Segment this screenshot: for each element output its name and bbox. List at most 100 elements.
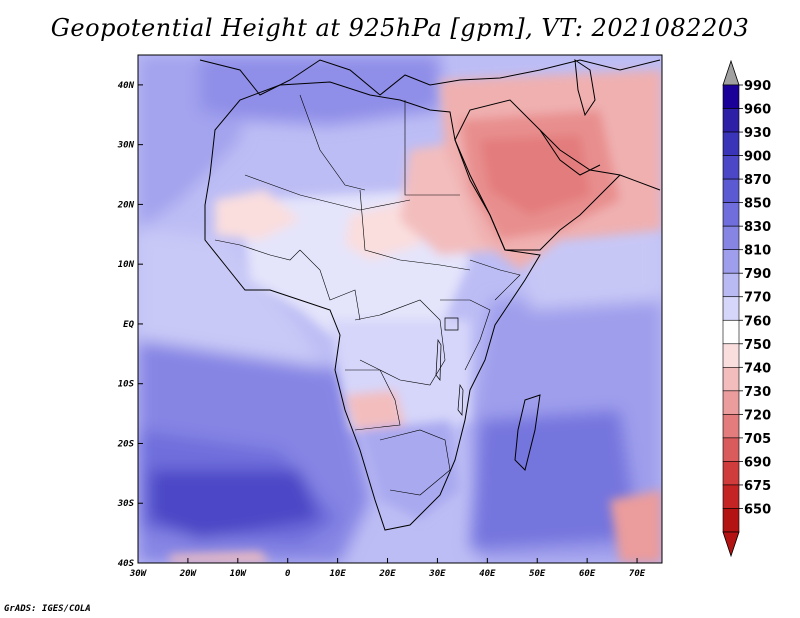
y-tick-label-1: 30N — [117, 141, 135, 151]
colorbar-swatch-16 — [722, 461, 740, 486]
colorbar-label-9: 770 — [744, 291, 771, 306]
colorbar-label-0: 990 — [744, 79, 771, 94]
indian-ocean-core — [470, 410, 640, 550]
tropical-atlantic-band — [138, 230, 330, 380]
mediterranean-ridge-band — [200, 55, 440, 125]
y-tick-label-6: 20S — [117, 439, 135, 449]
colorbar-label-7: 810 — [744, 244, 771, 259]
x-tick-label-4: 10E — [329, 569, 346, 579]
border-nigeria-cameroon — [299, 249, 361, 321]
x-tick-label-1: 20W — [179, 569, 198, 579]
colorbar-swatch-13 — [722, 390, 740, 415]
colorbar-label-8: 790 — [744, 267, 771, 282]
colorbar-over-triangle — [722, 59, 740, 86]
lake-tanganyika — [435, 338, 442, 381]
border-chad-sudan — [359, 189, 471, 271]
colorbar-swatch-0 — [722, 84, 740, 109]
colorbar-swatch-4 — [722, 178, 740, 203]
caspian-outline — [574, 58, 596, 117]
colorbar-swatch-7 — [722, 249, 740, 274]
colorbar-label-3: 900 — [744, 150, 771, 165]
colorbar-label-4: 870 — [744, 173, 771, 188]
y-tick-label-7: 30S — [117, 499, 135, 509]
y-tick-label-0: 40N — [118, 81, 135, 91]
border-algeria-libya — [299, 94, 366, 191]
colorbar-swatch-10 — [722, 319, 740, 345]
credit-label: GrADS: IGES/COLA — [4, 604, 91, 614]
colorbar-label-10: 760 — [744, 314, 771, 329]
map-frame — [137, 54, 663, 564]
colorbar-label-5: 850 — [744, 197, 771, 212]
lake-malawi — [457, 383, 464, 416]
colorbar: 990 960 930 900 870 850 830 810 790 770 760 750 740 7… — [722, 59, 771, 558]
southern-ocean-low-area — [610, 490, 662, 563]
southern-africa-interior — [360, 420, 460, 520]
colorbar-label-13: 730 — [744, 385, 771, 400]
south-atlantic-edge-low — [170, 552, 270, 563]
colorbar-label-14: 720 — [744, 408, 771, 423]
colorbar-label-15: 705 — [744, 432, 771, 447]
y-tick-label-4: EQ — [123, 320, 134, 330]
x-tick-label-9: 60E — [579, 569, 596, 579]
border-southern — [379, 429, 451, 496]
x-tick-label-6: 30E — [428, 569, 446, 579]
colorbar-swatch-2 — [722, 131, 740, 156]
coastlines — [199, 58, 661, 531]
colorbar-label-18: 650 — [744, 502, 771, 517]
x-tick-label-0: 30W — [129, 569, 148, 579]
colorbar-swatch-8 — [722, 272, 740, 298]
europe-coastline — [199, 59, 661, 96]
x-tick-label-7: 40E — [479, 569, 496, 579]
colorbar-label-1: 960 — [744, 103, 771, 118]
gulf-coast — [539, 129, 601, 176]
y-tick-label-8: 40S — [118, 559, 135, 569]
lake-victoria — [444, 317, 459, 331]
colorbar-swatch-17 — [722, 484, 740, 509]
map-axes: 30W 20W 10W 0 10E 20E 30E 40E 50E 60E 70E 40N 30N 20N… — [117, 81, 646, 579]
border-mali-niger — [244, 174, 411, 211]
border-drc — [354, 299, 446, 386]
colorbar-label-12: 740 — [744, 361, 771, 376]
border-libya-egypt — [404, 100, 460, 196]
border-east-africa — [440, 299, 491, 371]
y-tick-label-2: 20N — [117, 200, 135, 210]
colorbar-swatch-11 — [722, 343, 740, 368]
y-tick-label-3: 10N — [118, 260, 135, 270]
colorbar-swatch-1 — [722, 108, 740, 133]
border-angola-namibia — [345, 369, 401, 431]
colorbar-swatch-18 — [722, 508, 740, 533]
africa-coastline — [204, 81, 541, 531]
arabian-low-core — [480, 135, 590, 215]
colorbar-label-11: 750 — [744, 338, 771, 353]
border-west-africa — [214, 239, 301, 261]
colorbar-under-triangle — [722, 531, 740, 558]
sahara-low-west-area — [215, 190, 300, 240]
x-tick-label-3: 0 — [285, 569, 291, 579]
x-tick-label-10: 70E — [629, 569, 646, 579]
geopotential-field — [138, 55, 662, 563]
country-borders — [214, 94, 521, 496]
colorbar-swatch-6 — [722, 225, 740, 250]
x-tick-label-5: 20E — [378, 569, 396, 579]
colorbar-label-2: 930 — [744, 126, 771, 141]
colorbar-label-16: 690 — [744, 455, 771, 470]
colorbar-swatch-15 — [722, 437, 740, 462]
kalahari-low-area — [345, 390, 405, 430]
x-tick-label-2: 10W — [230, 569, 248, 579]
colorbar-swatch-9 — [722, 296, 740, 321]
x-tick-label-8: 50E — [529, 569, 546, 579]
colorbar-swatch-14 — [722, 414, 740, 439]
colorbar-label-6: 830 — [744, 220, 771, 235]
arabia-coastline — [454, 99, 661, 251]
colorbar-label-17: 675 — [744, 479, 771, 494]
south-atlantic-high-core — [150, 470, 320, 540]
border-horn — [469, 259, 521, 301]
colorbar-swatch-12 — [722, 367, 740, 392]
chart-title: Geopotential Height at 925hPa [gpm], VT:… — [50, 14, 750, 42]
lakes — [435, 317, 464, 416]
madagascar-coastline — [514, 394, 541, 471]
colorbar-swatch-3 — [722, 155, 740, 180]
red-sea-coast — [454, 139, 506, 251]
y-tick-label-5: 10S — [118, 380, 135, 390]
